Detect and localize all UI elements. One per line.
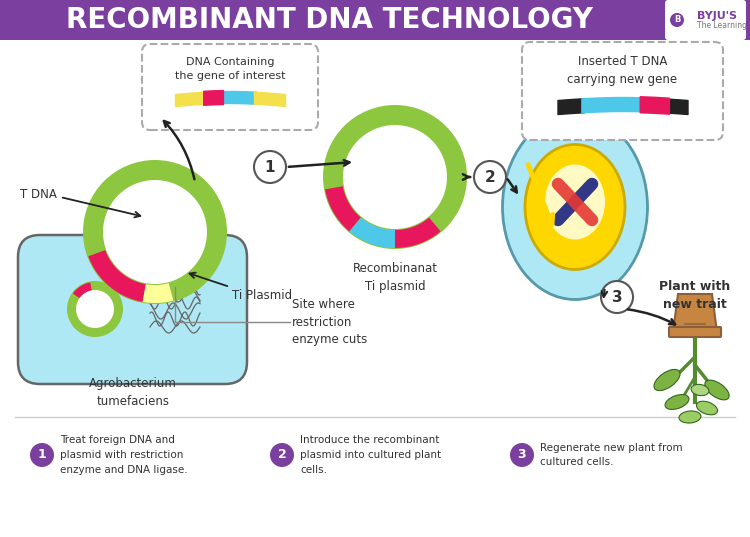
Circle shape: [254, 151, 286, 183]
Ellipse shape: [365, 177, 425, 217]
Ellipse shape: [545, 164, 605, 240]
Text: Recombinanat
Ti plasmid: Recombinanat Ti plasmid: [352, 262, 437, 293]
Text: T DNA: T DNA: [20, 187, 57, 200]
Text: Agrobacterium
tumefaciens: Agrobacterium tumefaciens: [89, 377, 177, 408]
Text: Plant with
new trait: Plant with new trait: [659, 280, 730, 311]
Polygon shape: [73, 282, 92, 298]
Polygon shape: [673, 294, 717, 332]
Text: Treat foreign DNA and
plasmid with restriction
enzyme and DNA ligase.: Treat foreign DNA and plasmid with restr…: [60, 435, 188, 475]
Circle shape: [78, 292, 112, 326]
Ellipse shape: [128, 233, 182, 267]
Text: 2: 2: [484, 170, 495, 185]
FancyBboxPatch shape: [669, 327, 721, 337]
Text: 3: 3: [612, 289, 622, 304]
Circle shape: [343, 125, 447, 229]
FancyBboxPatch shape: [142, 44, 318, 130]
Circle shape: [323, 105, 467, 249]
Circle shape: [601, 281, 633, 313]
Circle shape: [76, 290, 114, 328]
Text: 1: 1: [265, 159, 275, 175]
Polygon shape: [142, 283, 173, 303]
Circle shape: [474, 161, 506, 193]
Circle shape: [83, 160, 227, 304]
Polygon shape: [88, 250, 146, 302]
Text: Introduce the recombinant
plasmid into cultured plant
cells.: Introduce the recombinant plasmid into c…: [300, 435, 441, 475]
Ellipse shape: [503, 114, 647, 300]
FancyBboxPatch shape: [522, 42, 723, 140]
Ellipse shape: [697, 401, 718, 415]
Polygon shape: [325, 186, 361, 231]
Ellipse shape: [705, 380, 729, 400]
Circle shape: [670, 13, 684, 27]
Circle shape: [67, 281, 123, 337]
Circle shape: [510, 443, 534, 467]
Text: BYJU'S: BYJU'S: [697, 11, 737, 21]
Ellipse shape: [371, 164, 419, 200]
Text: Site where
restriction
enzyme cuts: Site where restriction enzyme cuts: [292, 297, 368, 346]
Ellipse shape: [679, 411, 701, 423]
FancyBboxPatch shape: [0, 0, 750, 40]
Text: 2: 2: [278, 448, 286, 461]
Text: DNA Containing
the gene of interest: DNA Containing the gene of interest: [175, 57, 285, 81]
Polygon shape: [350, 217, 395, 248]
Circle shape: [30, 443, 54, 467]
Circle shape: [345, 127, 445, 227]
Text: RECOMBINANT DNA TECHNOLOGY: RECOMBINANT DNA TECHNOLOGY: [67, 6, 593, 34]
Text: Regenerate new plant from
cultured cells.: Regenerate new plant from cultured cells…: [540, 442, 682, 467]
Ellipse shape: [525, 144, 625, 270]
Ellipse shape: [134, 227, 179, 257]
Ellipse shape: [654, 369, 680, 390]
Ellipse shape: [665, 395, 689, 409]
FancyBboxPatch shape: [18, 235, 247, 384]
Text: Inserted T DNA
carrying new gene: Inserted T DNA carrying new gene: [568, 55, 677, 86]
Polygon shape: [395, 217, 441, 248]
Text: B: B: [674, 16, 680, 25]
Circle shape: [105, 182, 205, 282]
Text: Ti Plasmid: Ti Plasmid: [232, 289, 292, 302]
Ellipse shape: [691, 384, 709, 396]
Text: The Learning App: The Learning App: [697, 21, 750, 31]
FancyBboxPatch shape: [665, 0, 746, 40]
Circle shape: [103, 180, 207, 284]
Circle shape: [270, 443, 294, 467]
Text: 3: 3: [518, 448, 526, 461]
Text: 1: 1: [38, 448, 46, 461]
